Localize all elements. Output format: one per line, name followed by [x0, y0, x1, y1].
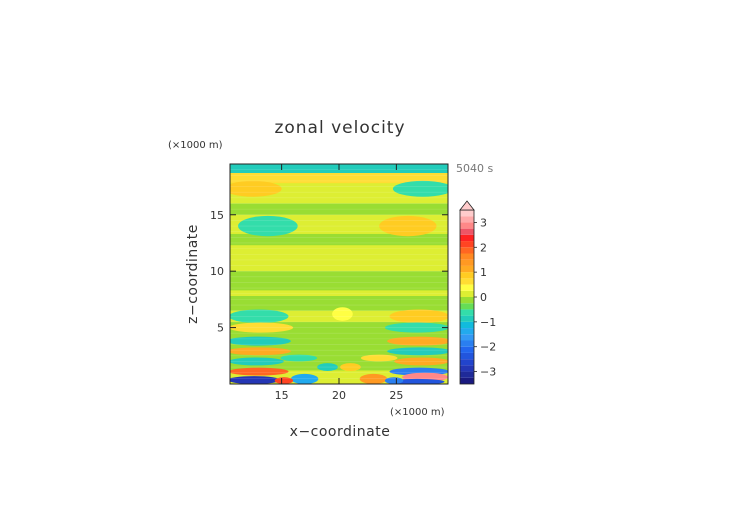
colorbar-swatch	[460, 241, 474, 248]
colorbar-swatch	[460, 265, 474, 273]
colorbar-swatch	[460, 340, 474, 347]
y-tick-label: 5	[217, 322, 224, 335]
contour-region	[340, 363, 361, 372]
y-tick-label: 10	[210, 265, 224, 278]
colorbar-tick-label: 0	[480, 291, 487, 304]
colorbar-swatch	[460, 334, 474, 341]
contour-region	[359, 373, 388, 384]
contour-region	[389, 309, 448, 324]
contour-region	[379, 215, 437, 237]
contour-region	[392, 180, 448, 197]
contour-region	[274, 377, 294, 384]
contour-region	[317, 363, 338, 372]
contour-band	[230, 203, 448, 215]
chart-title: zonal velocity	[274, 118, 405, 138]
contour-region	[280, 354, 318, 362]
colorbar-extend-triangle	[459, 200, 475, 211]
contour-region	[230, 367, 289, 376]
colorbar-swatch	[460, 303, 474, 310]
colorbar-swatch	[460, 297, 474, 304]
colorbar-swatch	[460, 272, 474, 279]
contour-region	[360, 354, 398, 362]
colorbar-swatch	[460, 290, 474, 297]
colorbar-tick-label: 1	[480, 266, 487, 279]
colorbar-swatch	[460, 210, 474, 217]
colorbar-swatch	[460, 278, 474, 285]
colorbar-swatch	[460, 328, 474, 335]
contour-band	[339, 233, 448, 246]
colorbar-swatch	[460, 346, 474, 353]
contour-band	[230, 296, 448, 311]
colorbar-tick-label: 2	[480, 241, 487, 254]
colorbar-swatch	[460, 371, 474, 378]
colorbar-swatch	[460, 216, 474, 223]
colorbar-swatch	[460, 321, 474, 329]
contour-region	[230, 309, 289, 324]
colorbar-swatch	[460, 259, 474, 266]
colorbar-swatch	[460, 284, 474, 291]
contour-region	[290, 373, 319, 384]
colorbar-swatch	[460, 365, 474, 372]
contour-region	[384, 377, 404, 384]
colorbar-swatch	[460, 234, 474, 242]
x-tick-label: 25	[389, 389, 403, 402]
contour-band	[230, 173, 448, 184]
contour-region	[230, 376, 281, 384]
colorbar-swatch	[460, 253, 474, 260]
colorbar-swatch	[460, 228, 474, 235]
contour-region	[332, 307, 353, 321]
contour-region	[230, 180, 282, 197]
x-axis-label: x−coordinate	[290, 424, 391, 440]
contour-region	[387, 336, 448, 346]
x-axis: 15 20 25	[275, 164, 403, 402]
contour-region	[230, 322, 294, 333]
contour-region	[238, 215, 298, 237]
colorbar-tick-label: 3	[480, 216, 487, 229]
colorbar-tick-label: −1	[480, 316, 496, 329]
colorbar-swatch	[460, 315, 474, 322]
contour-region	[230, 347, 291, 356]
contour-region	[230, 357, 284, 366]
y-axis: 5 10 15	[210, 209, 448, 335]
colorbar-tick-label: −3	[480, 366, 496, 379]
contour-region	[389, 378, 445, 384]
contour-region	[384, 322, 448, 333]
contour-region	[387, 347, 448, 356]
colorbar-swatch	[460, 309, 474, 316]
x-tick-label: 15	[275, 389, 289, 402]
contour-band	[230, 233, 339, 246]
colorbar-tick-label: −2	[480, 341, 496, 354]
contour-region	[230, 336, 291, 346]
contour-band	[230, 271, 448, 291]
colorbar-swatch	[460, 359, 474, 366]
velocity-field	[230, 164, 448, 384]
colorbar: 3 2 1 0 −1 −2 −3	[459, 200, 496, 385]
x-axis-unit: (×1000 m)	[390, 407, 445, 418]
colorbar-swatch	[460, 247, 474, 254]
colorbar-swatch	[460, 352, 474, 360]
y-axis-label: z−coordinate	[185, 224, 201, 324]
y-axis-unit: (×1000 m)	[168, 140, 223, 151]
x-tick-label: 20	[332, 389, 346, 402]
contour-region	[394, 357, 448, 366]
colorbar-swatch	[460, 377, 474, 384]
time-label: 5040 s	[456, 162, 493, 175]
colorbar-swatch	[460, 222, 474, 229]
y-tick-label: 15	[210, 209, 224, 222]
